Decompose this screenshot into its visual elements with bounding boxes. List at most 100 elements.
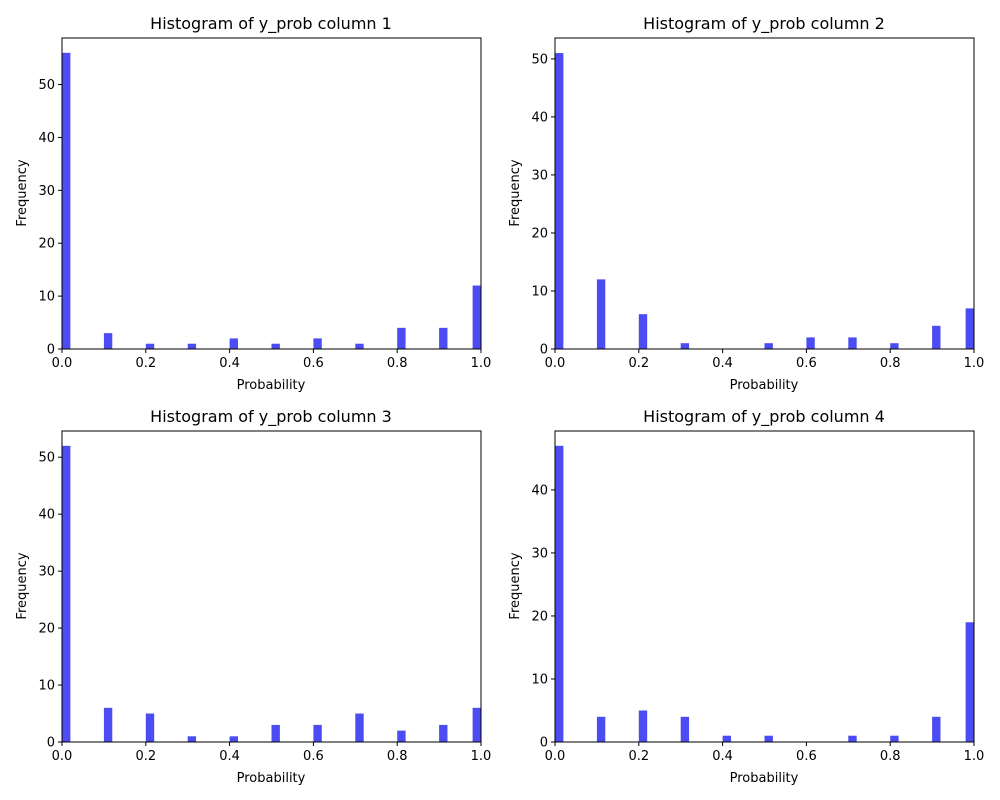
panel-1-bar-5 (271, 343, 280, 349)
panel-1-x-tick-label-3: 0.6 (303, 356, 324, 371)
panel-2-bar-7 (890, 343, 899, 349)
panel-2-bar-0 (555, 53, 564, 350)
panel-2-plot-area: 0.0 0.2 0.4 0.6 0.8 1.0 0 10 20 30 40 50 (531, 37, 985, 371)
panel-1-bar-3 (187, 343, 197, 349)
panel-2-y-tick-label-1: 10 (531, 284, 548, 299)
panel-2-x-tick-label-1: 0.2 (628, 356, 649, 371)
panel-1-bar-4 (229, 338, 238, 349)
panel-3-y-tick-label-1: 10 (38, 679, 55, 694)
panel-3-x-tick-label-4: 0.8 (387, 749, 408, 764)
panel-1-bar-2 (145, 343, 155, 349)
panel-4-x-tick-label-3: 0.6 (796, 749, 817, 764)
panel-4-y-axis-label: Frequency (508, 552, 523, 619)
panel-4-x-tick-label-0: 0.0 (545, 749, 566, 764)
panel-2-y-tick-label-3: 30 (531, 168, 548, 183)
panel-1-axes-frame (61, 37, 482, 350)
panel-2-bar-8 (932, 325, 941, 349)
panel-4-bar-7 (890, 735, 899, 742)
panel-2-x-tick-label-0: 0.0 (545, 356, 566, 371)
panel-3-y-tick-label-2: 20 (38, 622, 55, 637)
panel-2-bar-4 (764, 343, 773, 349)
panel-3: Histogram of y_prob column 3 Probability… (15, 407, 491, 786)
panel-4-axes-frame (554, 430, 975, 743)
panel-1-bar-8 (397, 327, 406, 349)
panel-2-x-tick-label-3: 0.6 (796, 356, 817, 371)
panel-2-title: Histogram of y_prob column 2 (643, 14, 885, 34)
panel-2-x-tick-label-4: 0.8 (880, 356, 901, 371)
panel-3-x-tick-label-2: 0.4 (219, 749, 240, 764)
panel-4-bar-8 (932, 716, 941, 742)
panel-3-x-tick-label-5: 1.0 (471, 749, 492, 764)
panel-4-bar-4 (722, 735, 731, 742)
panel-2-axes-frame (554, 37, 975, 350)
panel-4-x-tick-label-1: 0.2 (628, 749, 649, 764)
panel-2-y-tick-label-2: 20 (531, 226, 548, 241)
panel-1-y-tick-label-0: 0 (47, 343, 55, 358)
panel-1-x-tick-label-4: 0.8 (387, 356, 408, 371)
panel-4-bar-6 (848, 735, 857, 742)
panel-3-x-tick-label-3: 0.6 (303, 749, 324, 764)
panel-4-y-tick-label-0: 0 (540, 736, 548, 751)
panel-1-bar-1 (103, 333, 113, 349)
panel-1-title: Histogram of y_prob column 1 (150, 14, 392, 34)
panel-2-y-tick-label-5: 50 (531, 52, 548, 67)
panel-2-x-axis-label: Probability (730, 378, 799, 393)
panel-4-y-tick-label-2: 20 (531, 609, 548, 624)
panel-3-bar-5 (271, 724, 280, 742)
panel-1-bar-6 (313, 338, 322, 349)
panel-4-x-tick-label-4: 0.8 (880, 749, 901, 764)
panel-2-y-axis-label: Frequency (508, 159, 523, 226)
panel-3-y-tick-label-4: 40 (38, 508, 55, 523)
panel-3-x-tick-label-0: 0.0 (52, 749, 73, 764)
panel-1-y-axis-label: Frequency (15, 159, 30, 226)
panel-1-x-tick-label-2: 0.4 (219, 356, 240, 371)
panel-1-y-tick-label-1: 10 (38, 290, 55, 305)
panel-2-y-tick-label-4: 40 (531, 110, 548, 125)
panel-4-y-tick-label-3: 30 (531, 546, 548, 561)
panel-3-y-tick-label-0: 0 (47, 736, 55, 751)
panel-3-bar-10 (472, 707, 481, 742)
panel-4-x-axis-label: Probability (730, 771, 799, 786)
panel-1-x-tick-label-1: 0.2 (135, 356, 156, 371)
panel-2-y-tick-label-0: 0 (540, 343, 548, 358)
panel-2-bar-6 (848, 337, 857, 349)
panel-3-bar-8 (397, 730, 406, 742)
panel-3-bar-3 (187, 736, 197, 742)
panel-4-bar-3 (680, 716, 690, 742)
panel-4-bar-0 (555, 445, 564, 742)
panel-3-axes-frame (61, 430, 482, 743)
panel-1-y-tick-label-5: 50 (38, 78, 55, 93)
panel-3-x-tick-label-1: 0.2 (135, 749, 156, 764)
panel-4-bar-5 (764, 735, 773, 742)
panel-1-bar-10 (472, 285, 481, 349)
panel-3-bar-1 (103, 707, 113, 742)
panel-2-bar-1 (596, 279, 606, 349)
panel-1-bar-9 (439, 327, 448, 349)
panel-1-x-axis-label: Probability (237, 378, 306, 393)
panel-4-title: Histogram of y_prob column 4 (643, 407, 885, 427)
panel-4-y-tick-label-4: 40 (531, 483, 548, 498)
panel-3-bar-4 (229, 736, 238, 742)
panel-3-y-axis-label: Frequency (15, 552, 30, 619)
panel-3-x-axis-label: Probability (237, 771, 306, 786)
panel-3-bar-0 (62, 445, 71, 742)
panel-1-y-tick-label-2: 20 (38, 237, 55, 252)
panel-4-x-tick-label-2: 0.4 (712, 749, 733, 764)
panel-3-bar-2 (145, 713, 155, 742)
panel-2-bar-5 (806, 337, 815, 349)
panel-2-x-tick-label-5: 1.0 (964, 356, 985, 371)
panel-3-bar-7 (355, 713, 364, 742)
panel-4-bar-2 (638, 710, 648, 742)
panel-4: Histogram of y_prob column 4 Probability… (508, 407, 984, 786)
panel-4-y-tick-label-1: 10 (531, 672, 548, 687)
panel-3-title: Histogram of y_prob column 3 (150, 407, 392, 427)
panel-4-bar-9 (965, 622, 974, 742)
panel-1-y-tick-label-4: 40 (38, 131, 55, 146)
panel-4-x-tick-label-5: 1.0 (964, 749, 985, 764)
panel-3-bar-6 (313, 724, 322, 742)
panel-1-x-tick-label-0: 0.0 (52, 356, 73, 371)
panel-4-plot-area: 0.0 0.2 0.4 0.6 0.8 1.0 0 10 20 30 40 (531, 430, 985, 764)
panel-2-x-tick-label-2: 0.4 (712, 356, 733, 371)
